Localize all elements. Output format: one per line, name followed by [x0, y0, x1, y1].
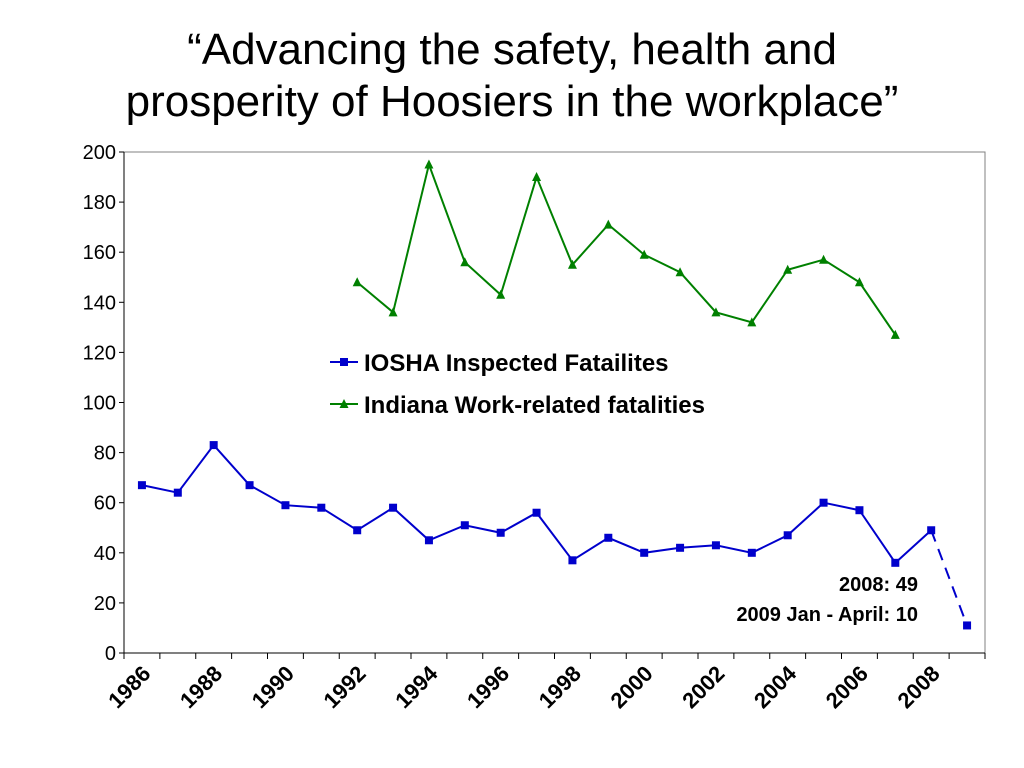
- legend-swatch-marker: [340, 358, 348, 366]
- data-point: [496, 528, 505, 537]
- data-point: [676, 543, 685, 552]
- data-point: [854, 277, 864, 287]
- data-point: [352, 277, 362, 287]
- x-tick-label: 2002: [677, 661, 729, 713]
- x-tick-label: 1996: [462, 661, 514, 713]
- data-point: [819, 254, 829, 264]
- data-point: [388, 307, 398, 317]
- series-layer: [137, 159, 972, 630]
- y-tick-label: 200: [83, 142, 116, 164]
- legend-label: Indiana Work-related fatalities: [364, 392, 705, 419]
- data-point: [245, 481, 254, 490]
- data-point: [460, 521, 469, 530]
- data-point: [891, 558, 900, 567]
- series-1: [137, 441, 936, 567]
- projection: [930, 529, 972, 630]
- legend-item-2: Indiana Work-related fatalities: [330, 392, 705, 419]
- data-point: [281, 501, 290, 510]
- data-point: [640, 548, 649, 557]
- x-tick-label: 2004: [749, 660, 802, 713]
- y-tick-label: 180: [83, 192, 116, 214]
- x-tick-label: 1992: [318, 661, 370, 713]
- series-2: [352, 159, 900, 339]
- data-point: [855, 506, 864, 515]
- y-tick-label: 140: [83, 292, 116, 314]
- y-tick-label: 80: [94, 443, 116, 465]
- y-tick-label: 20: [94, 593, 116, 615]
- data-point: [568, 556, 577, 565]
- y-tick-label: 60: [94, 493, 116, 515]
- data-point: [675, 267, 685, 277]
- x-tick-label: 1990: [247, 661, 299, 713]
- data-point: [603, 219, 613, 229]
- legend-swatch-marker: [339, 399, 349, 408]
- data-point: [711, 307, 721, 317]
- y-tick-label: 40: [94, 543, 116, 565]
- y-tick-label: 120: [83, 342, 116, 364]
- data-point: [890, 329, 900, 339]
- legend: IOSHA Inspected Fatailites Indiana Work-r…: [330, 350, 705, 419]
- data-point: [604, 533, 613, 542]
- x-tick-label: 2006: [821, 661, 873, 713]
- legend-item-1: IOSHA Inspected Fatailites: [330, 350, 669, 377]
- data-point: [173, 488, 182, 497]
- data-point: [783, 531, 792, 540]
- axes: 0 20 40 60 80 100 120 140 160 180 200 1986 1988 1990 1…: [83, 142, 986, 713]
- projection-line: [930, 529, 968, 626]
- series-line: [356, 161, 897, 336]
- slide-title: “Advancing the safety, health and prospe…: [0, 24, 1024, 128]
- series-line: [141, 443, 932, 565]
- data-point: [747, 548, 756, 557]
- x-tick-label: 2000: [605, 661, 657, 713]
- legend-label: IOSHA Inspected Fatailites: [364, 350, 669, 377]
- data-point: [424, 159, 434, 169]
- annotation-2: 2009 Jan - April: 10: [736, 604, 918, 626]
- data-point: [639, 249, 649, 259]
- annotation-1: 2008: 49: [839, 574, 918, 596]
- y-tick-label: 160: [83, 242, 116, 264]
- annotations: 2008: 49 2009 Jan - April: 10: [736, 574, 918, 626]
- slide-title-line-2: prosperity of Hoosiers in the workplace”: [125, 77, 899, 126]
- data-point: [317, 503, 326, 512]
- y-tick-label: 100: [83, 393, 116, 415]
- data-point: [460, 257, 470, 267]
- x-tick-label: 1988: [175, 661, 227, 713]
- data-point: [532, 172, 542, 182]
- data-point: [424, 536, 433, 545]
- x-tick-label: 1998: [534, 661, 586, 713]
- data-point: [783, 264, 793, 274]
- data-point: [819, 498, 828, 507]
- data-point: [209, 441, 218, 450]
- data-point: [532, 508, 541, 517]
- data-point: [711, 541, 720, 550]
- projection-point: [963, 621, 972, 630]
- data-point: [567, 259, 577, 269]
- slide-title-line-1: “Advancing the safety, health and: [187, 25, 837, 74]
- data-point: [747, 317, 757, 327]
- data-point: [353, 526, 362, 535]
- x-tick-label: 1986: [103, 661, 155, 713]
- y-tick-label: 0: [105, 643, 116, 665]
- x-tick-label: 2008: [892, 661, 944, 713]
- x-tick-label: 1994: [390, 660, 443, 713]
- data-point: [496, 289, 506, 299]
- data-point: [137, 481, 146, 490]
- data-point: [389, 503, 398, 512]
